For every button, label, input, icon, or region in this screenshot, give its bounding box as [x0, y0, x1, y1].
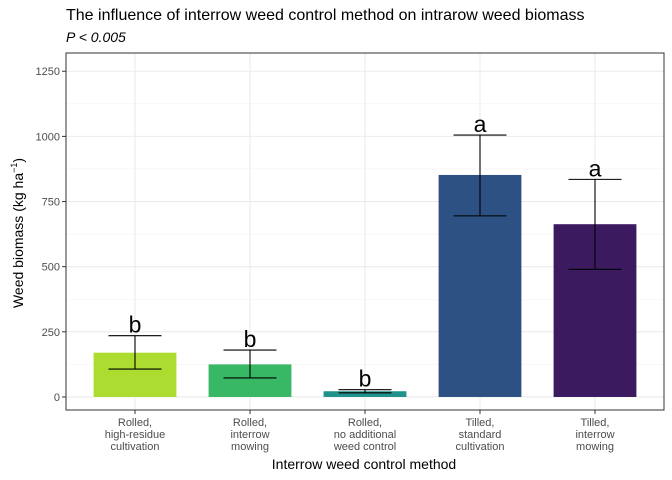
y-tick-label: 500: [42, 262, 60, 274]
significance-letter: a: [474, 111, 487, 137]
x-tick-label: Rolled, no additional weed control: [333, 417, 396, 453]
x-axis-title: Interrow weed control method: [272, 456, 456, 472]
significance-letter: a: [589, 155, 602, 181]
y-axis-title-superscript: −1: [9, 163, 19, 173]
y-axis-title-main: Weed biomass (kg ha: [10, 173, 26, 308]
chart-subtitle: P < 0.005: [66, 29, 126, 45]
x-tick-label-line: Rolled,: [233, 417, 267, 429]
x-tick-label-line: no additional: [334, 429, 396, 441]
x-tick-label-line: cultivation: [456, 441, 505, 453]
x-tick-label-line: Tilled,: [466, 417, 495, 429]
x-tick-label: Tilled, standard cultivation: [456, 417, 505, 453]
x-tick-label-line: mowing: [231, 441, 269, 453]
x-tick-label-line: mowing: [576, 441, 614, 453]
y-axis-title-end: ): [10, 158, 26, 163]
x-tick-label-line: interrow: [575, 429, 614, 441]
x-tick-label-line: Rolled,: [348, 417, 382, 429]
y-tick-label: 250: [42, 327, 60, 339]
x-tick-label-line: standard: [459, 429, 502, 441]
x-tick-label-line: weed control: [333, 441, 396, 453]
x-tick-label-line: cultivation: [111, 441, 160, 453]
significance-letter: b: [244, 326, 257, 352]
y-tick-label: 1250: [36, 66, 60, 78]
y-tick-label: 750: [42, 197, 60, 209]
x-tick-label: Rolled, interrow mowing: [230, 417, 269, 453]
y-axis-title: Weed biomass (kg ha−1): [9, 158, 26, 308]
x-tick-label-line: Tilled,: [581, 417, 610, 429]
x-tick-label: Tilled, interrow mowing: [575, 417, 614, 453]
x-tick-label-line: Rolled,: [118, 417, 152, 429]
bar: [323, 391, 407, 397]
x-tick-label: Rolled, high-residue cultivation: [105, 417, 166, 453]
y-axis-ticks: 0 250 500 750 1000 1250: [36, 66, 66, 404]
chart-title: The influence of interrow weed control m…: [66, 7, 585, 24]
x-tick-label-line: high-residue: [105, 429, 166, 441]
significance-letter: b: [359, 366, 372, 392]
significance-letter: b: [129, 312, 142, 338]
significance-letters: b b b a a: [129, 111, 602, 392]
y-tick-label: 1000: [36, 131, 60, 143]
x-tick-label-line: interrow: [230, 429, 269, 441]
error-bars: [108, 134, 622, 394]
y-tick-label: 0: [54, 392, 60, 404]
